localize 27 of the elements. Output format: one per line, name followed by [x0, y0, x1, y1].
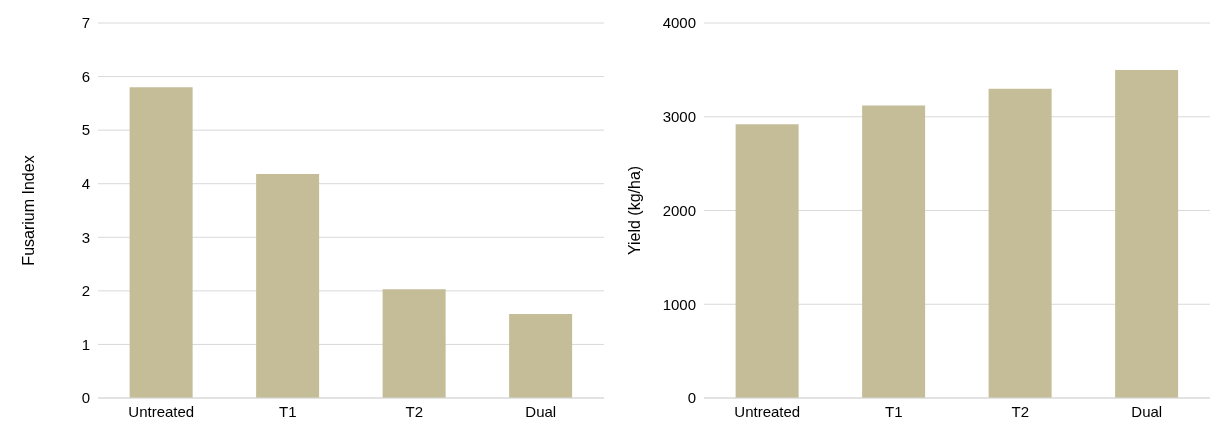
y-tick-label: 0 — [81, 389, 90, 407]
y-tick-label: 6 — [81, 67, 90, 85]
y-tick-label: 1000 — [662, 295, 696, 313]
x-tick-label: Dual — [525, 402, 557, 420]
y-tick-label: 0 — [687, 389, 696, 407]
y-tick-label: 2 — [81, 282, 90, 300]
bar — [129, 87, 193, 398]
y-tick-label: 5 — [81, 121, 90, 139]
x-tick-label: T2 — [405, 402, 424, 420]
y-tick-label: 3000 — [662, 108, 696, 126]
y-axis-title: Fusarium Index — [19, 155, 37, 266]
bar — [382, 289, 446, 398]
y-axis-title: Yield (kg/ha) — [625, 165, 643, 256]
x-tick-label: T2 — [1011, 402, 1030, 420]
x-tick-label: T1 — [884, 402, 903, 420]
y-tick-label: 4000 — [662, 14, 696, 32]
x-tick-label: Dual — [1131, 402, 1163, 420]
bar — [509, 313, 573, 398]
y-tick-label: 1 — [81, 335, 90, 353]
y-tick-label: 3 — [81, 228, 90, 246]
y-tick-label: 4 — [81, 175, 90, 193]
y-tick-label: 7 — [81, 14, 90, 32]
bar — [256, 174, 320, 398]
x-tick-label: T1 — [278, 402, 297, 420]
y-tick-label: 2000 — [662, 201, 696, 219]
x-tick-label: Untreated — [128, 402, 195, 420]
x-tick-label: Untreated — [734, 402, 801, 420]
